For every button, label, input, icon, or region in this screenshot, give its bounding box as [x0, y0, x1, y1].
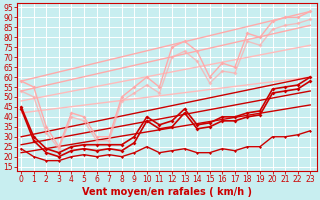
X-axis label: Vent moyen/en rafales ( km/h ): Vent moyen/en rafales ( km/h ): [82, 187, 252, 197]
